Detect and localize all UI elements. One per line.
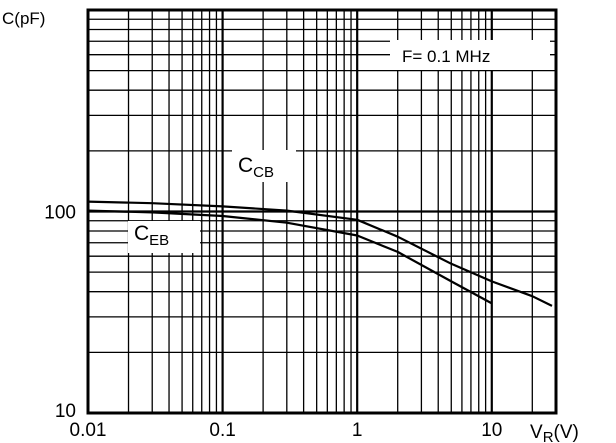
series-layer <box>87 200 553 307</box>
x-axis-label-main: V <box>530 422 543 443</box>
y-tick-label: 100 <box>44 203 76 224</box>
ccb-label-main: C <box>238 154 253 177</box>
svg-text:CCB: CCB <box>238 154 274 181</box>
x-axis-label-unit: (V) <box>554 422 579 443</box>
ccb-label-sub: CB <box>253 164 274 181</box>
x-tick-label: 10 <box>481 420 502 441</box>
svg-text:CEB: CEB <box>134 222 169 249</box>
frequency-annotation: F= 0.1 MHz <box>402 47 490 66</box>
ceb-label-sub: EB <box>149 232 169 249</box>
plot-frame <box>86 8 558 415</box>
x-tick-label: 0.01 <box>70 420 107 441</box>
ceb-label: CEB <box>128 221 200 253</box>
x-tick-labels: 0.01 0.1 1 10 <box>70 420 503 441</box>
y-tick-labels: 10 100 <box>44 203 76 423</box>
series-line-ceb <box>87 209 493 305</box>
x-axis-label: VR(V) <box>530 422 579 443</box>
y-axis-label: C(pF) <box>2 9 45 28</box>
x-tick-label: 0.1 <box>209 420 235 441</box>
ccb-label: CCB <box>232 150 296 182</box>
x-axis-label-sub: R <box>543 429 554 443</box>
x-tick-label: 1 <box>352 420 363 441</box>
ceb-label-main: C <box>134 222 149 245</box>
y-tick-label: 10 <box>55 401 76 422</box>
annotation-box <box>390 40 550 70</box>
grid-lines <box>88 10 556 413</box>
series-line-ccb <box>87 200 553 307</box>
